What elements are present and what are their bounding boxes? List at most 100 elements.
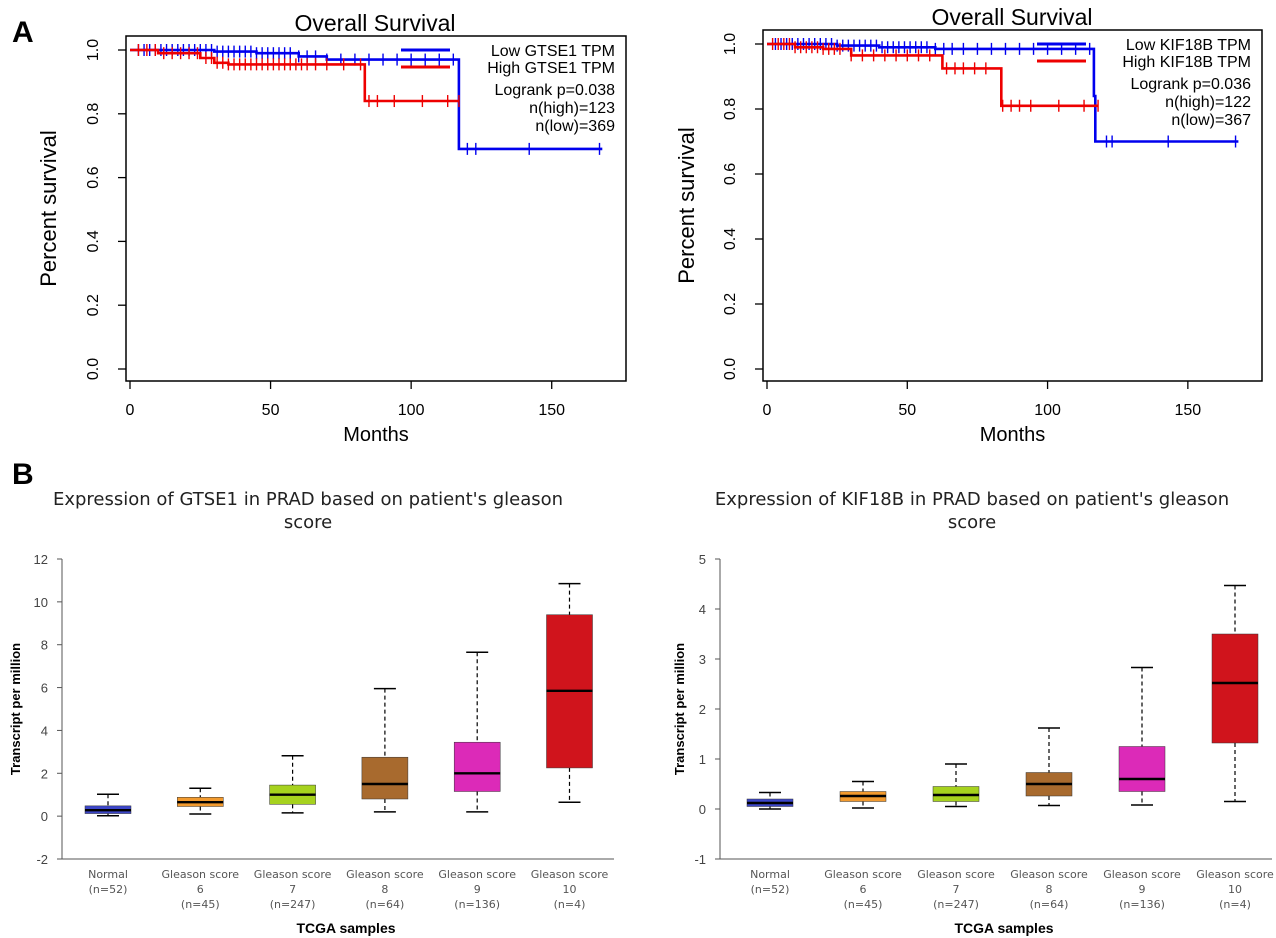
y-tick-label: 0.6 [85, 166, 102, 188]
x-category-label: (n=52) [89, 883, 128, 896]
y-tick-label: 2 [699, 702, 706, 717]
x-category-label: (n=64) [366, 898, 405, 911]
x-category-label: Gleason score [531, 868, 609, 881]
stat-annotation: n(high)=122 [1165, 94, 1251, 111]
x-axis-label: TCGA samples [954, 920, 1053, 936]
legend-entry-low: Low GTSE1 TPM [491, 43, 615, 60]
panel-b-label: B [12, 458, 34, 491]
y-axis-label: Transcript per million [8, 643, 23, 775]
stat-annotation: n(low)=369 [535, 118, 615, 135]
survival-curve-high [767, 42, 1099, 108]
y-axis-label: Percent survival [36, 130, 61, 287]
x-category-label: Gleason score [824, 868, 902, 881]
legend-entry-high: High KIF18B TPM [1122, 54, 1251, 71]
x-category-label: (n=247) [270, 898, 316, 911]
chart-title: Overall Survival [931, 4, 1092, 30]
stat-annotation: Logrank p=0.038 [494, 82, 615, 99]
x-category-label: (n=4) [1219, 898, 1251, 911]
y-tick-label: 12 [34, 552, 48, 567]
x-category-label: (n=136) [1119, 898, 1165, 911]
x-category-label: Gleason score [346, 868, 424, 881]
y-tick-label: 0.2 [85, 294, 102, 316]
y-tick-label: 6 [41, 681, 48, 696]
y-tick-label: 0.4 [85, 230, 102, 252]
x-category-label: 7 [953, 883, 960, 896]
x-category-label: Gleason score [438, 868, 516, 881]
x-tick-label: 50 [898, 402, 916, 419]
stat-annotation: Logrank p=0.036 [1130, 76, 1251, 93]
chart-title-line: score [284, 512, 332, 533]
y-tick-label: -1 [694, 852, 706, 867]
x-tick-label: 100 [1034, 402, 1061, 419]
x-category-label: Gleason score [254, 868, 332, 881]
x-category-label: Gleason score [1010, 868, 1088, 881]
survival-chart-kif18b: Overall Survival 0 50 100 150 Months 0.0 0.2 0.4… [674, 4, 1263, 446]
y-tick-label: -2 [36, 852, 48, 867]
plot-frame [125, 35, 627, 382]
box-iqr [1118, 746, 1166, 792]
survival-chart-gtse1: Overall Survival 0 50 100 150 Months 0.0 0.2 0.4… [36, 10, 627, 446]
x-category-label: Gleason score [1196, 868, 1274, 881]
x-tick-label: 0 [763, 402, 772, 419]
x-category-label: 9 [474, 883, 481, 896]
y-tick-label: 4 [699, 602, 706, 617]
x-axis-label: TCGA samples [296, 920, 395, 936]
panel-a-label: A [12, 16, 34, 49]
y-tick-label: 10 [34, 595, 48, 610]
y-tick-label: 0.8 [722, 98, 739, 120]
y-tick-label: 0.6 [722, 163, 739, 185]
x-category-label: 7 [289, 883, 296, 896]
y-tick-label: 8 [41, 638, 48, 653]
chart-title-line: score [948, 512, 996, 533]
chart-title: Overall Survival [294, 10, 455, 36]
y-tick-label: 0.2 [722, 293, 739, 315]
box-iqr [453, 741, 501, 792]
x-category-label: Normal [750, 868, 790, 881]
x-category-label: Gleason score [917, 868, 995, 881]
x-category-label: Normal [88, 868, 128, 881]
x-category-label: 9 [1139, 883, 1146, 896]
y-tick-label: 2 [41, 766, 48, 781]
y-axis-label: Percent survival [674, 127, 699, 284]
chart-title-line: Expression of KIF18B in PRAD based on pa… [715, 489, 1229, 510]
x-axis-label: Months [980, 424, 1046, 446]
x-category-label: (n=247) [933, 898, 979, 911]
box-iqr [361, 756, 409, 800]
x-category-label: 6 [860, 883, 867, 896]
y-tick-label: 3 [699, 652, 706, 667]
x-category-label: Gleason score [1103, 868, 1181, 881]
x-tick-label: 150 [538, 402, 565, 419]
legend-entry-high: High GTSE1 TPM [487, 60, 615, 77]
x-category-label: (n=4) [554, 898, 586, 911]
x-category-label: 10 [1228, 883, 1242, 896]
x-category-label: Gleason score [162, 868, 240, 881]
y-tick-label: 5 [699, 552, 706, 567]
boxplot-kif18b: Expression of KIF18B in PRAD based on pa… [672, 489, 1274, 936]
survival-curve-high [130, 48, 459, 103]
chart-title-line: Expression of GTSE1 in PRAD based on pat… [53, 489, 563, 510]
y-tick-label: 0 [699, 802, 706, 817]
boxplot-gtse1: Expression of GTSE1 in PRAD based on pat… [8, 489, 614, 936]
y-tick-label: 4 [41, 723, 48, 738]
y-tick-label: 0.4 [722, 228, 739, 250]
x-axis-label: Months [343, 424, 409, 446]
y-axis-label: Transcript per million [672, 643, 687, 775]
x-category-label: 10 [563, 883, 577, 896]
y-tick-label: 0.0 [85, 358, 102, 380]
x-category-label: 8 [381, 883, 388, 896]
box-iqr [1211, 633, 1259, 744]
x-tick-label: 100 [398, 402, 425, 419]
y-tick-label: 0 [41, 809, 48, 824]
y-tick-label: 0.8 [85, 103, 102, 125]
x-tick-label: 0 [126, 402, 135, 419]
legend-entry-low: Low KIF18B TPM [1126, 37, 1251, 54]
x-category-label: 6 [197, 883, 204, 896]
stat-annotation: n(high)=123 [529, 100, 615, 117]
y-tick-label: 0.0 [722, 358, 739, 380]
y-tick-label: 1.0 [722, 33, 739, 55]
x-category-label: (n=136) [454, 898, 500, 911]
x-tick-label: 50 [262, 402, 280, 419]
x-category-label: 8 [1046, 883, 1053, 896]
x-category-label: (n=45) [181, 898, 220, 911]
